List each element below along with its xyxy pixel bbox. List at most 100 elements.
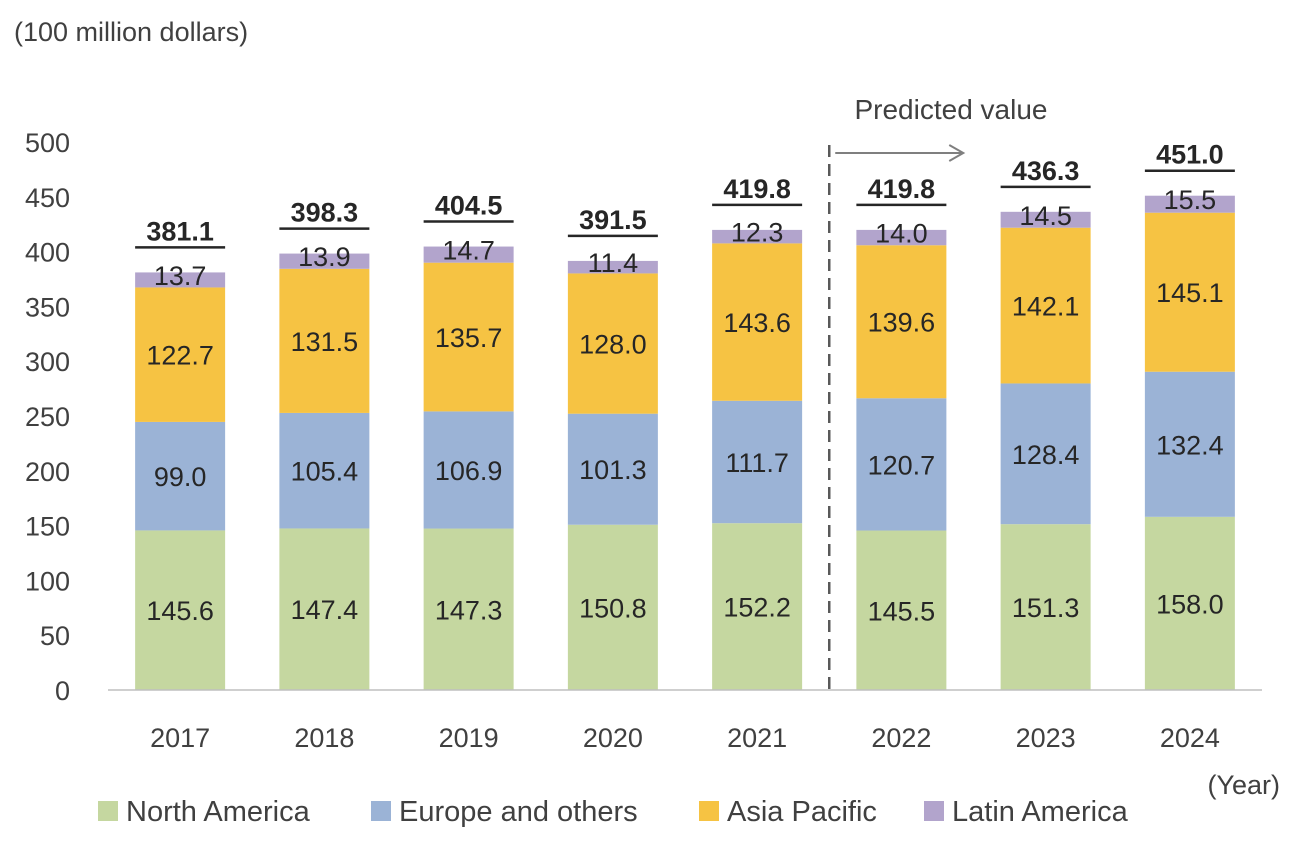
x-tick-label-2017: 2017: [150, 723, 210, 753]
bar-segment-2019-0: [423, 528, 514, 690]
y-tick-label-400: 400: [25, 238, 70, 268]
bar-segment-2018-0: [279, 528, 370, 690]
bar-segment-2020-3: [567, 260, 658, 274]
data-label-2019-1: 106.9: [435, 456, 503, 486]
bar-segment-2018-3: [279, 253, 370, 269]
total-label-2022: 419.8: [868, 174, 936, 204]
data-label-2022-0: 145.5: [868, 596, 936, 626]
total-label-2024: 451.0: [1156, 140, 1224, 170]
bar-segment-2018-2: [279, 268, 370, 413]
data-label-2021-2: 143.6: [723, 308, 791, 338]
data-label-2022-1: 120.7: [868, 450, 936, 480]
data-label-2017-3: 13.7: [154, 261, 207, 291]
x-tick-label-2018: 2018: [294, 723, 354, 753]
bar-segment-2022-2: [856, 245, 947, 399]
y-tick-label-50: 50: [40, 621, 70, 651]
bar-segment-2024-0: [1144, 516, 1235, 690]
legend-swatch-2: [699, 801, 719, 821]
data-label-2018-0: 147.4: [291, 595, 359, 625]
data-label-2021-3: 12.3: [731, 218, 784, 248]
data-label-2017-0: 145.6: [146, 596, 214, 626]
total-label-2023: 436.3: [1012, 156, 1080, 186]
data-label-2020-3: 11.4: [588, 248, 639, 278]
data-label-2020-1: 101.3: [579, 455, 647, 485]
predicted-arrow-head: [948, 144, 966, 162]
legend-label-0: North America: [126, 796, 311, 828]
y-tick-label-300: 300: [25, 347, 70, 377]
data-label-2019-2: 135.7: [435, 323, 503, 353]
bar-segment-2017-3: [135, 272, 226, 288]
total-label-2018: 398.3: [291, 198, 359, 228]
total-label-2017: 381.1: [146, 216, 214, 246]
data-label-2018-1: 105.4: [291, 457, 359, 487]
total-label-2019: 404.5: [435, 191, 503, 221]
data-label-2023-1: 128.4: [1012, 440, 1080, 470]
x-tick-label-2019: 2019: [439, 723, 499, 753]
data-label-2023-2: 142.1: [1012, 292, 1080, 322]
data-label-2024-2: 145.1: [1156, 278, 1224, 308]
legend-swatch-1: [371, 801, 391, 821]
plot-area: 0 50 100 150 200 250 300 350 400 450 500 145.6 99.0 1…: [25, 128, 1262, 753]
data-label-2017-1: 99.0: [154, 462, 207, 492]
legend-swatch-3: [924, 801, 944, 821]
bar-segment-2021-1: [712, 400, 803, 524]
bar-segment-2022-0: [856, 530, 947, 690]
y-tick-label-450: 450: [25, 183, 70, 213]
x-tick-label-2022: 2022: [871, 723, 931, 753]
x-tick-label-2023: 2023: [1016, 723, 1076, 753]
y-tick-label-500: 500: [25, 128, 70, 158]
bar-segment-2021-2: [712, 243, 803, 401]
legend: North America Europe and others Asia Pacif…: [98, 796, 1129, 828]
bar-segment-2023-1: [1000, 383, 1091, 525]
bar-segment-2019-1: [423, 411, 514, 529]
total-label-2020: 391.5: [579, 205, 647, 235]
bar-segment-2017-0: [135, 530, 226, 690]
bar-segment-2023-2: [1000, 227, 1091, 384]
data-label-2021-1: 111.7: [725, 448, 789, 478]
y-tick-label-250: 250: [25, 402, 70, 432]
legend-label-3: Latin America: [952, 796, 1129, 828]
data-label-2018-2: 131.5: [291, 327, 359, 357]
predicted-value-label: Predicted value: [854, 94, 1047, 125]
x-tick-label-2024: 2024: [1160, 723, 1220, 753]
bar-segment-2024-1: [1144, 371, 1235, 517]
legend-swatch-0: [98, 801, 118, 821]
y-tick-label-150: 150: [25, 512, 70, 542]
bar-segment-2022-1: [856, 398, 947, 531]
total-label-2021: 419.8: [723, 174, 791, 204]
bar-segment-2019-2: [423, 262, 514, 412]
bar-segment-2021-3: [712, 229, 803, 244]
y-tick-label-0: 0: [55, 676, 70, 706]
y-tick-label-100: 100: [25, 566, 70, 596]
bar-segment-2021-0: [712, 523, 803, 690]
bar-segment-2024-3: [1144, 195, 1235, 213]
x-tick-label-2021: 2021: [727, 723, 787, 753]
data-label-2019-0: 147.3: [435, 595, 503, 625]
bar-segment-2020-0: [567, 524, 658, 690]
bar-segment-2017-1: [135, 421, 226, 531]
data-label-2021-0: 152.2: [723, 593, 791, 623]
data-label-2020-0: 150.8: [579, 593, 647, 623]
data-label-2023-3: 14.5: [1019, 201, 1072, 231]
legend-label-2: Asia Pacific: [727, 796, 877, 828]
data-label-2017-2: 122.7: [146, 341, 214, 371]
data-label-2024-3: 15.5: [1164, 185, 1217, 215]
bar-segment-2023-0: [1000, 524, 1091, 690]
bar-segment-2024-2: [1144, 212, 1235, 372]
data-label-2022-3: 14.0: [875, 219, 928, 249]
data-label-2018-3: 13.9: [298, 242, 351, 272]
legend-label-1: Europe and others: [399, 796, 638, 828]
data-label-2019-3: 14.7: [442, 236, 495, 266]
y-tick-label-200: 200: [25, 457, 70, 487]
data-label-2022-2: 139.6: [868, 308, 936, 338]
bar-segment-2023-3: [1000, 211, 1091, 228]
data-label-2024-1: 132.4: [1156, 430, 1224, 460]
x-axis-unit-label: (Year): [1207, 770, 1280, 800]
bar-segment-2020-2: [567, 273, 658, 414]
bar-segment-2018-1: [279, 412, 370, 529]
y-tick-label-350: 350: [25, 292, 70, 322]
x-tick-label-2020: 2020: [583, 723, 643, 753]
y-axis-unit-label: (100 million dollars): [14, 17, 248, 47]
bar-segment-2017-2: [135, 287, 226, 422]
